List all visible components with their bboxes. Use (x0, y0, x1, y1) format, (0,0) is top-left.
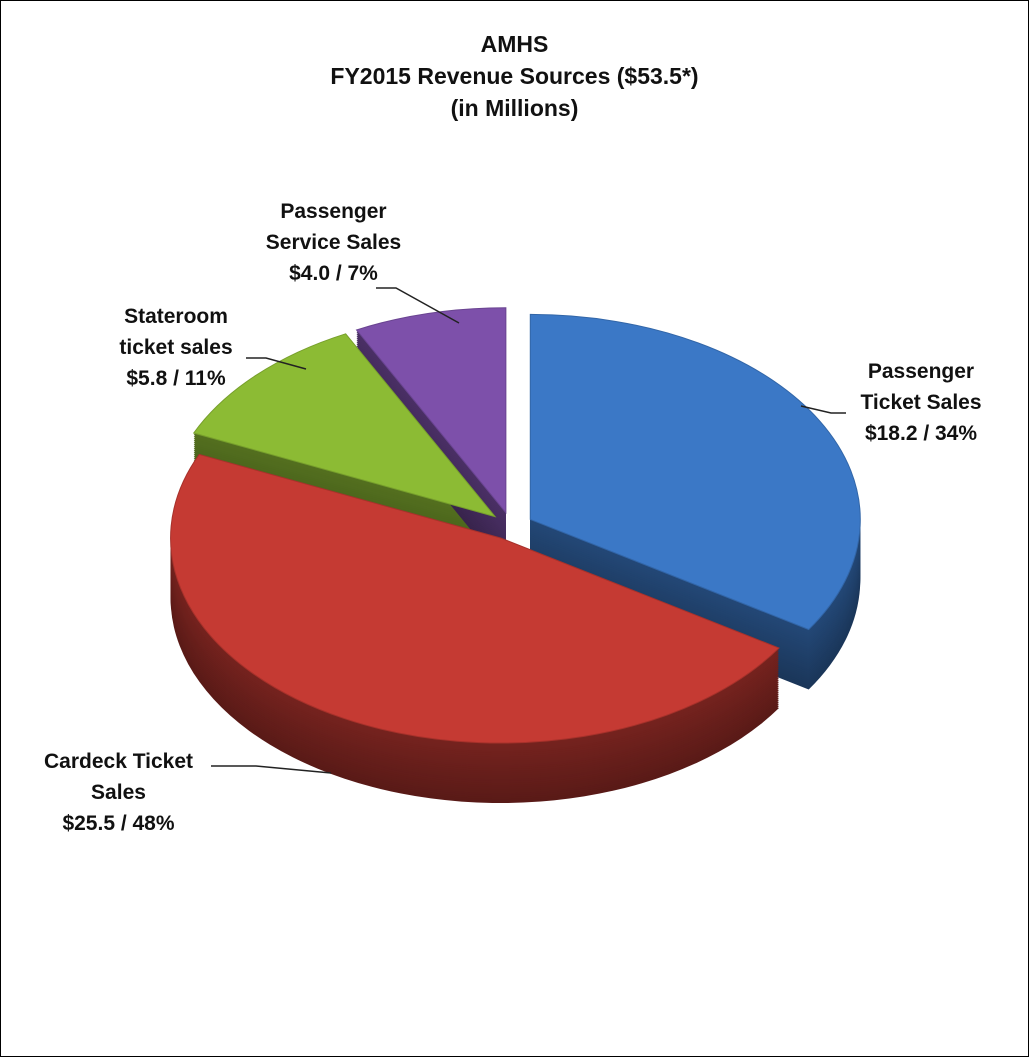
pie-slice (355, 307, 507, 515)
value-label: $5.8 / 11% (126, 367, 226, 390)
chart-title: FY2015 Revenue Sources ($53.5*) (330, 63, 699, 89)
pie-slice (192, 333, 497, 518)
category-label: Passenger Service Sales (265, 200, 402, 254)
slice-label: Cardeck Ticket Sales $25.5 / 48% (16, 746, 221, 839)
chart-title: AMHS (480, 31, 549, 57)
leader-line (246, 357, 307, 370)
value-label: $18.2 / 34% (864, 422, 978, 445)
slice-label: Passenger Ticket Sales $18.2 / 34% (841, 356, 1001, 449)
slice-label: Passenger Service Sales $4.0 / 7% (241, 196, 426, 289)
category-label: Stateroom ticket sales (119, 305, 233, 359)
leader-line (800, 405, 846, 414)
leader-line (376, 287, 460, 324)
chart-title: (in Millions) (450, 95, 579, 121)
category-label: Passenger Ticket Sales (860, 360, 982, 414)
value-label: $25.5 / 48% (62, 812, 175, 835)
leader-line (211, 765, 332, 774)
slice-label: Stateroom ticket sales $5.8 / 11% (101, 301, 251, 394)
value-label: $4.0 / 7% (289, 262, 378, 285)
pie-slice (529, 313, 861, 631)
category-label: Cardeck Ticket Sales (43, 750, 194, 804)
pie-slice (170, 453, 780, 744)
